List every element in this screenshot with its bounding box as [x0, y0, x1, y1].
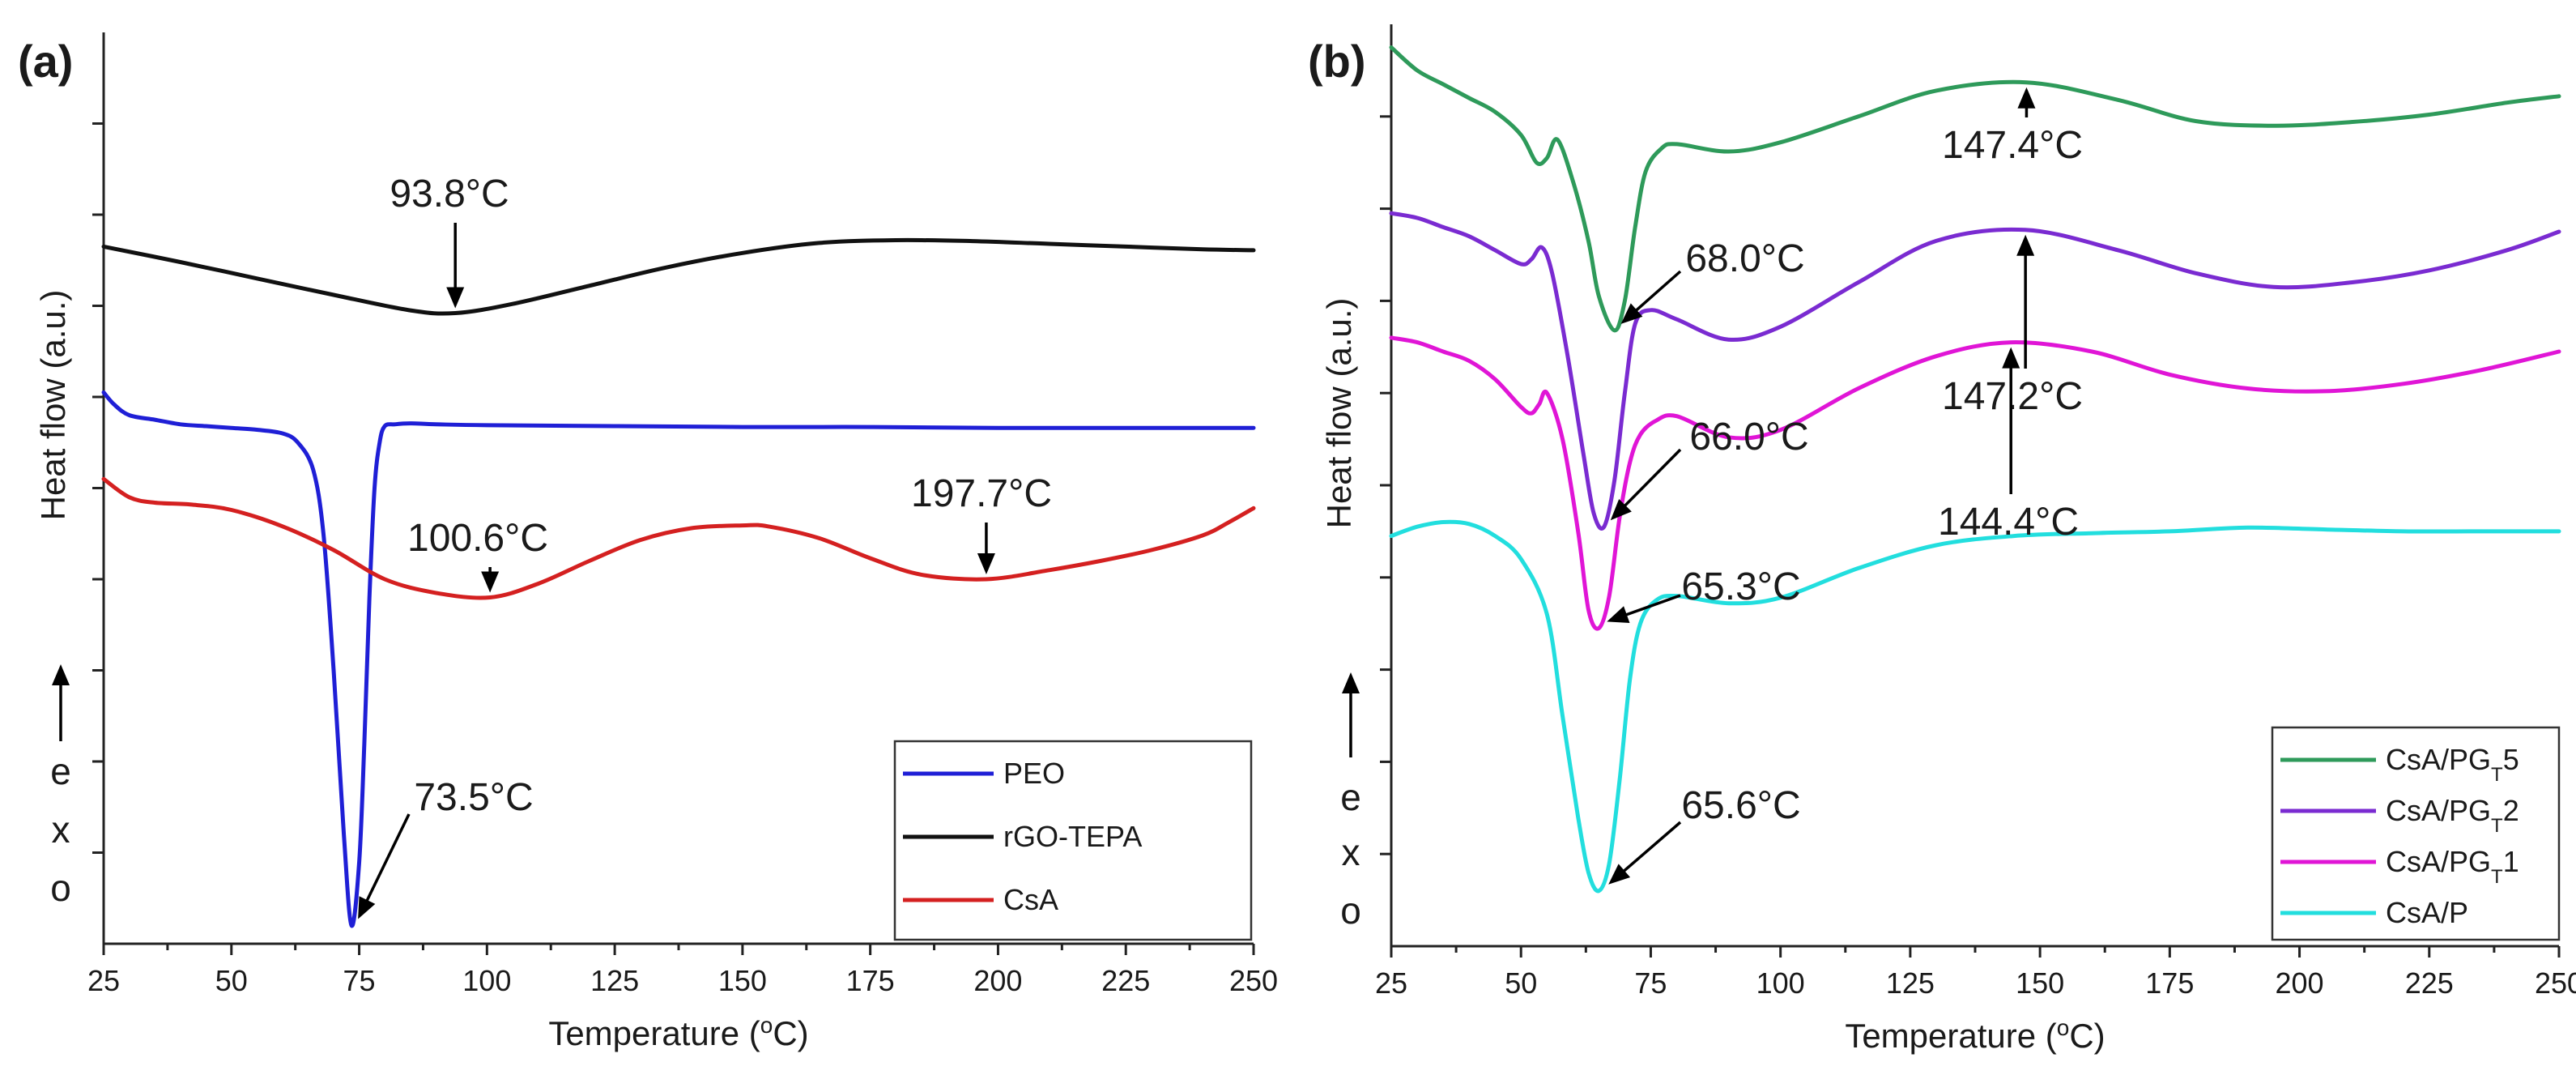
x-axis-title-main: Temperature (: [548, 1014, 760, 1052]
legend-label-tail: 2: [2503, 794, 2519, 827]
annotation-label: 147.4°C: [1942, 124, 2083, 167]
x-axis-title-main: Temperature (: [1845, 1017, 2056, 1055]
x-tick-label: 250: [2535, 966, 2576, 1000]
legend-label: CsA/PGT2: [2386, 794, 2519, 837]
x-axis-title-suffix: C): [2069, 1017, 2105, 1055]
x-tick-label: 200: [973, 964, 1022, 997]
chart-panel-1: (a) 25 50 75 100 125 150 175 200 225 250 Temperatur…: [18, 32, 1278, 1052]
annotation-arrow-icon: [446, 287, 465, 309]
legend-label-sub: T: [2491, 764, 2503, 786]
legend-label-sub: T: [2491, 815, 2503, 837]
legend-label: CsA/P: [2386, 896, 2468, 929]
legend-label-main: CsA/P: [2386, 896, 2468, 929]
annotation-arrow-icon: [1620, 303, 1643, 324]
annotation-arrow-icon: [2002, 347, 2020, 369]
legend-label: PEO: [1003, 757, 1065, 790]
series-line-1: [101, 390, 1256, 928]
x-axis-title-suffix: C): [773, 1014, 808, 1052]
legend-label: CsA: [1003, 883, 1058, 916]
exo-letter: o: [50, 867, 71, 909]
exo-arrow-icon: [52, 664, 70, 685]
y-axis-title: Heat flow (a.u.): [34, 290, 72, 521]
chart-panel-2: (b)25 50 75 100 125 150 175 200 225 250Temperatur…: [1308, 24, 2576, 1055]
x-tick-label: 225: [2405, 966, 2454, 1000]
legend-label: CsA/PGT5: [2386, 743, 2519, 786]
x-tick-label: 25: [1375, 966, 1407, 1000]
x-tick-label: 175: [2145, 966, 2194, 1000]
exo-letter: o: [1340, 889, 1361, 932]
annotation-label: 66.0°C: [1689, 416, 1808, 459]
exo-letter: e: [50, 750, 71, 792]
x-tick-label: 50: [1505, 966, 1537, 1000]
annotation-arrow-icon: [2016, 234, 2035, 256]
annotation-label: 100.6°C: [407, 517, 548, 560]
x-tick-label: 175: [846, 964, 895, 997]
annotation-arrow-icon: [1607, 606, 1630, 624]
annotation-label: 68.0°C: [1685, 237, 1804, 280]
annotation-arrow-icon: [358, 896, 376, 919]
annotation-label: 93.8°C: [390, 173, 509, 215]
legend-label-tail: 5: [2503, 743, 2519, 776]
legend-label-sub: T: [2491, 866, 2503, 888]
y-axis-title: Heat flow (a.u.): [1320, 298, 1358, 529]
legend-label-main: CsA/PG: [2386, 794, 2491, 827]
annotation-label: 73.5°C: [414, 776, 533, 819]
series-line-4: [1389, 519, 2561, 894]
panel-label: (b): [1308, 36, 1366, 87]
annotation-arrow: [1621, 448, 1682, 509]
annotation-arrow-icon: [977, 553, 995, 574]
legend-label-main: CsA/PG: [2386, 845, 2491, 878]
annotation-label: 197.7°C: [911, 472, 1052, 515]
legend-box: [2271, 726, 2561, 941]
annotation-arrow-icon: [1608, 864, 1631, 885]
annotation-label: 65.3°C: [1681, 565, 1800, 608]
series-line-3: [1389, 335, 2561, 631]
legend-label: rGO-TEPA: [1003, 820, 1142, 853]
x-tick-label: 150: [2016, 966, 2064, 1000]
annotation-arrow: [364, 813, 411, 904]
exo-letter: e: [1340, 776, 1361, 818]
x-tick-label: 75: [1634, 966, 1667, 1000]
exo-letter: x: [1342, 831, 1360, 873]
x-tick-label: 100: [1756, 966, 1805, 1000]
annotation-arrow-icon: [1610, 498, 1632, 521]
x-axis-title-sup: o: [2057, 1015, 2070, 1040]
x-axis-title: Temperature (oC): [548, 1013, 808, 1053]
series-line-1: [1389, 45, 2561, 333]
x-tick-label: 125: [1886, 966, 1935, 1000]
annotation-label: 144.4°C: [1938, 501, 2079, 544]
x-tick-label: 200: [2276, 966, 2324, 1000]
x-tick-label: 150: [718, 964, 767, 997]
legend-label-main: CsA/PG: [2386, 743, 2491, 776]
annotation-arrow-icon: [2017, 87, 2036, 109]
x-tick-label: 100: [462, 964, 511, 997]
x-tick-label: 225: [1101, 964, 1150, 997]
x-tick-label: 250: [1229, 964, 1278, 997]
panel-label: (a): [18, 36, 73, 87]
x-axis-title-sup: o: [760, 1013, 773, 1038]
annotation-arrow: [1620, 821, 1682, 874]
series-line-2: [101, 237, 1256, 316]
x-tick-label: 50: [215, 964, 248, 997]
annotation-label: 147.2°C: [1942, 375, 2083, 418]
annotation-arrow: [1623, 594, 1681, 617]
exo-letter: x: [52, 808, 70, 851]
x-tick-label: 125: [590, 964, 639, 997]
exo-arrow-icon: [1342, 672, 1360, 693]
series-line-2: [1389, 211, 2561, 531]
x-tick-label: 75: [343, 964, 376, 997]
x-tick-label: 25: [87, 964, 120, 997]
annotation-arrow: [1633, 270, 1682, 314]
series-line-3: [101, 476, 1256, 600]
annotation-arrow-icon: [481, 571, 500, 593]
legend-label: CsA/PGT1: [2386, 845, 2519, 888]
x-axis-title: Temperature (oC): [1845, 1015, 2105, 1056]
annotation-label: 65.6°C: [1681, 784, 1800, 827]
legend-label-tail: 1: [2503, 845, 2519, 878]
